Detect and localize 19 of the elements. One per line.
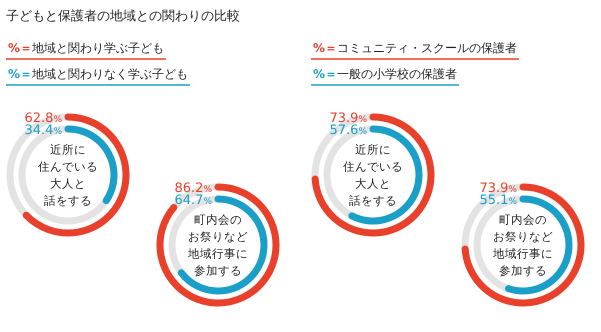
category-label: 町内会のお祭りなど地域行事に参加する	[187, 212, 248, 278]
legend-label: %＝地域と関わり学ぶ子ども	[8, 41, 164, 55]
legend-item: %＝地域と関わりなく学ぶ子ども	[6, 67, 190, 86]
category-label: 近所に住んでいる大人と話をする	[342, 142, 403, 208]
data-label: 73.9%	[329, 111, 368, 126]
category-label: 町内会のお祭りなど地域行事に参加する	[492, 212, 553, 278]
data-label: 55.1%	[479, 193, 518, 208]
legend-label: %＝地域と関わりなく学ぶ子ども	[8, 67, 188, 81]
legend-item: %＝一般の小学校の保護者	[311, 67, 460, 86]
data-label: 57.6%	[329, 123, 368, 138]
legend-item: %＝コミュニティ・スクールの保護者	[311, 41, 520, 60]
legend-item: %＝地域と関わり学ぶ子ども	[6, 41, 166, 60]
text: 子どもと保護者の地域との関わりの比較	[6, 9, 240, 24]
legend-label: %＝一般の小学校の保護者	[313, 67, 458, 81]
data-label: 64.7%	[174, 193, 212, 208]
data-label: 73.9%	[479, 181, 518, 196]
legend-label: %＝コミュニティ・スクールの保護者	[313, 41, 518, 55]
data-label: 34.4%	[24, 123, 62, 138]
category-label: 近所に住んでいる大人と話をする	[37, 142, 98, 208]
